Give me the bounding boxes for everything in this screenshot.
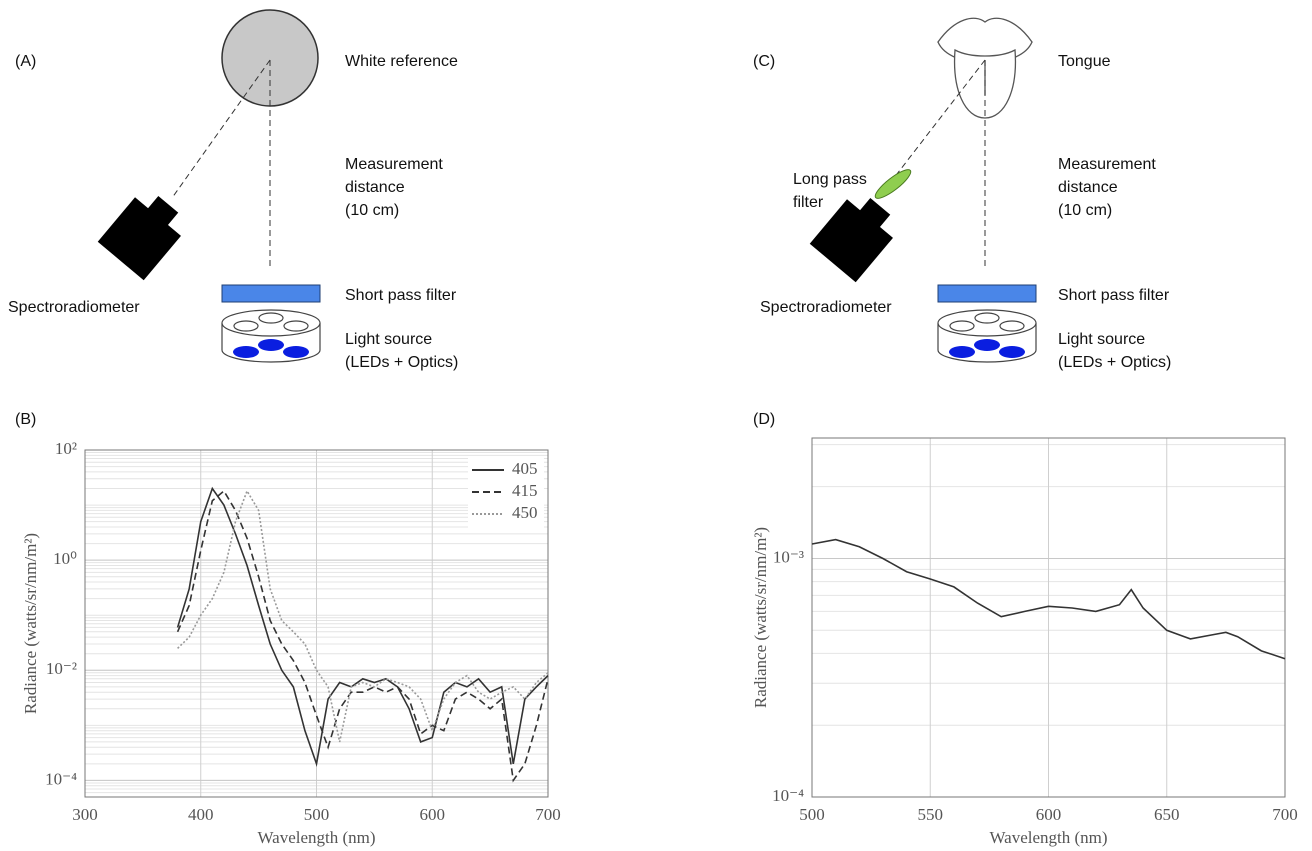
label: Light source [345, 331, 432, 348]
x-tick-label: 600 [1036, 805, 1062, 824]
legend-label: 450 [512, 503, 538, 522]
x-tick-label: 700 [535, 805, 561, 824]
label: Light source [1058, 331, 1145, 348]
panel-label: (A) [15, 53, 36, 70]
y-axis-label: Radiance (watts/sr/nm/m²) [751, 527, 770, 708]
x-tick-label: 500 [799, 805, 825, 824]
label: Short pass filter [1058, 287, 1170, 304]
label: Spectroradiometer [8, 299, 140, 316]
legend-box [468, 456, 544, 528]
series-line [177, 489, 549, 743]
plot-frame [811, 437, 1286, 798]
label: filter [793, 194, 824, 211]
x-tick-label: 400 [188, 805, 214, 824]
panel-label: (B) [15, 411, 36, 428]
x-tick-label: 300 [72, 805, 98, 824]
light-source-icon [937, 309, 1037, 363]
label: White reference [345, 53, 458, 70]
legend-label: 405 [512, 459, 538, 478]
panel-c-diagram: (C) Tongue Long pass filter Measurement … [753, 17, 1171, 371]
y-tick-label: 10² [55, 439, 77, 458]
label: Measurement [1058, 156, 1156, 173]
label: distance [345, 179, 405, 196]
spectroradiometer-icon [97, 195, 181, 281]
y-tick-label: 10⁰ [53, 549, 77, 568]
x-tick-label: 550 [918, 805, 944, 824]
short-pass-filter-icon [937, 284, 1037, 303]
x-axis-label: Wavelength (nm) [257, 828, 375, 847]
label: (10 cm) [345, 202, 399, 219]
x-tick-label: 650 [1154, 805, 1180, 824]
y-tick-label: 10⁻³ [773, 547, 804, 566]
x-tick-label: 700 [1272, 805, 1298, 824]
series-line [176, 489, 549, 783]
charts: 300 400 500 600 700 10⁻⁴ 10⁻² 10⁰ 10² (B) Waveleng… [15, 411, 1298, 847]
plot-frame [84, 449, 549, 798]
y-tick-label: 10⁻² [46, 659, 77, 678]
label: (LEDs + Optics) [1058, 354, 1171, 371]
light-source-icon [221, 309, 321, 363]
beam-line [171, 59, 271, 199]
label: (10 cm) [1058, 202, 1112, 219]
long-pass-filter-icon [874, 169, 912, 199]
x-tick-label: 600 [420, 805, 446, 824]
y-tick-label: 10⁻⁴ [772, 786, 804, 805]
series-line [811, 538, 1286, 660]
label: Long pass [793, 171, 867, 188]
x-axis-label: Wavelength (nm) [989, 828, 1107, 847]
label: distance [1058, 179, 1118, 196]
panel-a-diagram: (A) White reference Measurement distance… [8, 9, 458, 371]
x-tick-label: 500 [304, 805, 330, 824]
y-tick-label: 10⁻⁴ [45, 769, 77, 788]
label: Tongue [1058, 53, 1111, 70]
label: Spectroradiometer [760, 299, 892, 316]
legend-label: 415 [512, 481, 538, 500]
y-axis-label: Radiance (watts/sr/nm/m²) [21, 533, 40, 714]
spectroradiometer-icon [809, 197, 893, 283]
panel-label: (C) [753, 53, 775, 70]
panel-label: (D) [753, 411, 775, 428]
series-line [176, 486, 549, 767]
label: Measurement [345, 156, 443, 173]
label: Short pass filter [345, 287, 457, 304]
label: (LEDs + Optics) [345, 354, 458, 371]
short-pass-filter-icon [221, 284, 321, 303]
